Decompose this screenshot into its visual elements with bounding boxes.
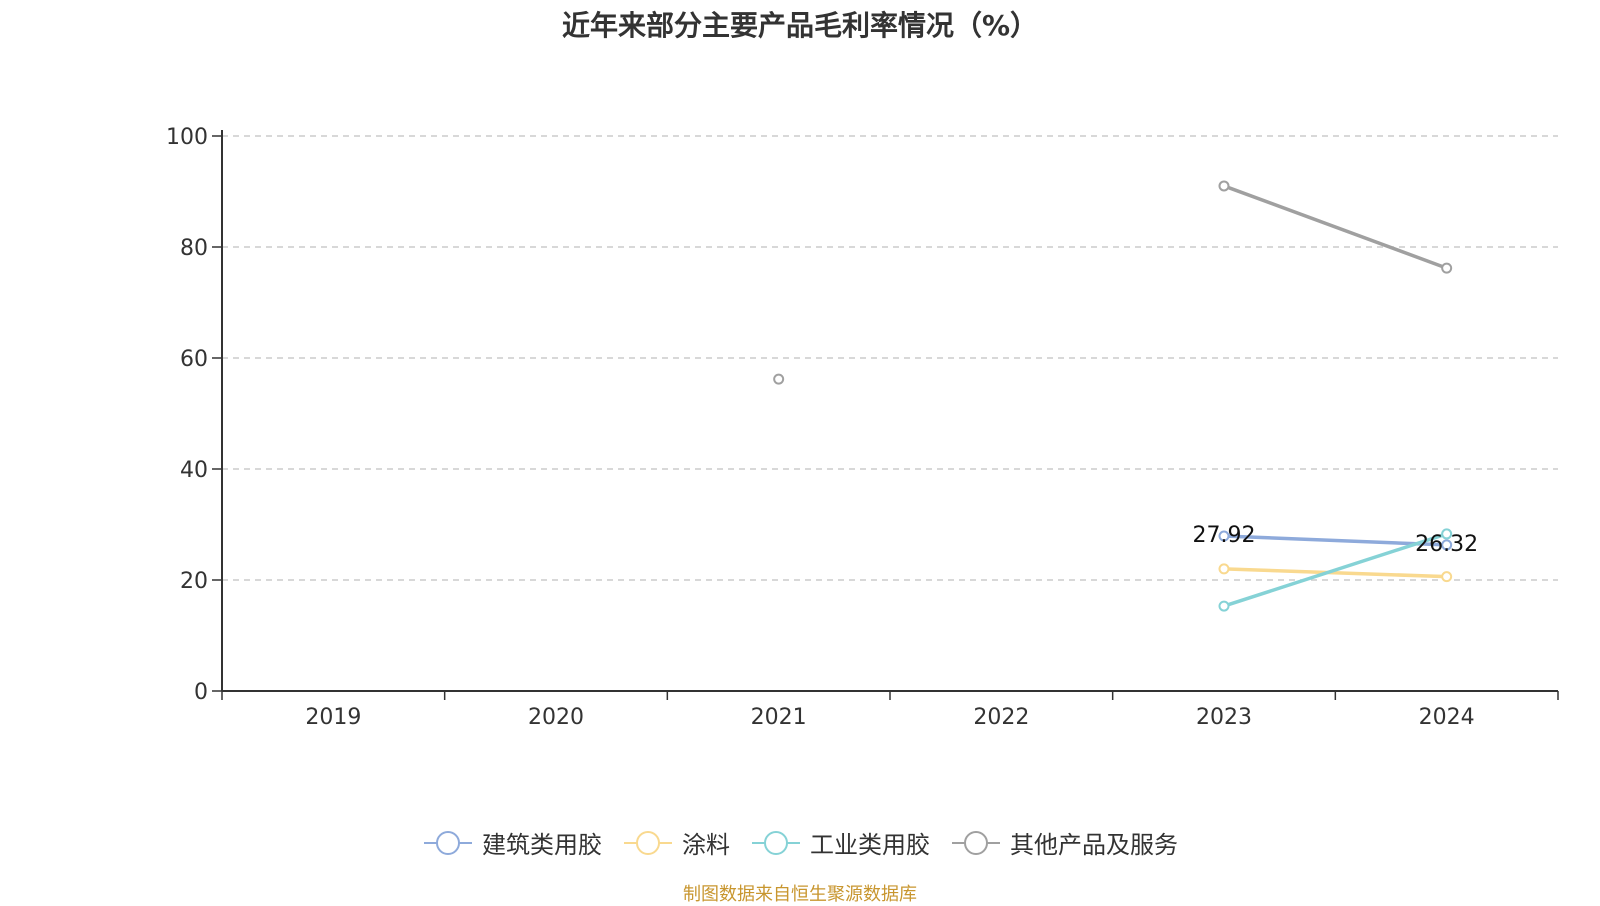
chart-title: 近年来部分主要产品毛利率情况（%） [561,9,1039,42]
legend-label: 涂料 [682,831,730,859]
legend-circle [764,830,788,855]
legend-marker-icon [424,830,472,855]
legend-item[interactable]: 工业类用胶 [750,825,930,860]
axes: 0 20 40 60 80 100 2019 2020 2021 2022 2023 2024 [166,125,1559,730]
legend-label: 建筑类用胶 [482,831,602,859]
legend-circle [964,830,988,855]
data-labels: 27.92 26.32 [1193,523,1479,557]
y-tick-label: 20 [180,569,208,594]
legend-marker-icon [952,830,1000,855]
x-tick-label: 2020 [528,705,584,730]
data-point [1218,530,1230,542]
y-tick-label: 60 [180,347,208,372]
y-tick-label: 0 [194,680,208,705]
legend-item[interactable]: 其他产品及服务 [950,825,1178,860]
legend-marker-icon [752,830,800,855]
data-label: 26.32 [1415,532,1478,557]
legend-item[interactable]: 建筑类用胶 [422,825,602,860]
data-point [1218,563,1230,575]
x-tick-label: 2019 [305,705,361,730]
series-line [1223,534,1447,547]
data-point [773,373,785,385]
legend-label: 工业类用胶 [810,831,930,859]
x-tick-label: 2022 [973,705,1029,730]
series-line [1223,532,1448,608]
legend-label: 其他产品及服务 [1010,831,1178,859]
x-tick-label: 2023 [1196,705,1252,730]
legend-circle [636,830,660,855]
data-point [1441,571,1453,583]
data-point [1218,180,1230,192]
legend-item[interactable]: 涂料 [622,825,730,860]
legend-marker-icon [624,830,672,855]
data-label: 27.92 [1193,523,1256,548]
series-lines [773,180,1453,612]
data-point [1218,600,1230,612]
series-line [1223,184,1448,270]
data-point [1441,262,1453,274]
x-tick-label: 2024 [1419,705,1475,730]
data-point [1441,528,1453,540]
y-tick-label: 80 [180,236,208,261]
legend: 建筑类用胶 涂料 工业类用胶 其他产品及服务 [0,825,1600,860]
data-point [1441,539,1453,551]
x-tick-label: 2021 [751,705,807,730]
series-line [1223,567,1447,579]
grid-lines [222,135,1558,581]
y-tick-label: 40 [180,458,208,483]
y-tick-label: 100 [166,125,208,150]
source-note: 制图数据来自恒生聚源数据库 [683,884,917,905]
legend-circle [436,830,460,855]
